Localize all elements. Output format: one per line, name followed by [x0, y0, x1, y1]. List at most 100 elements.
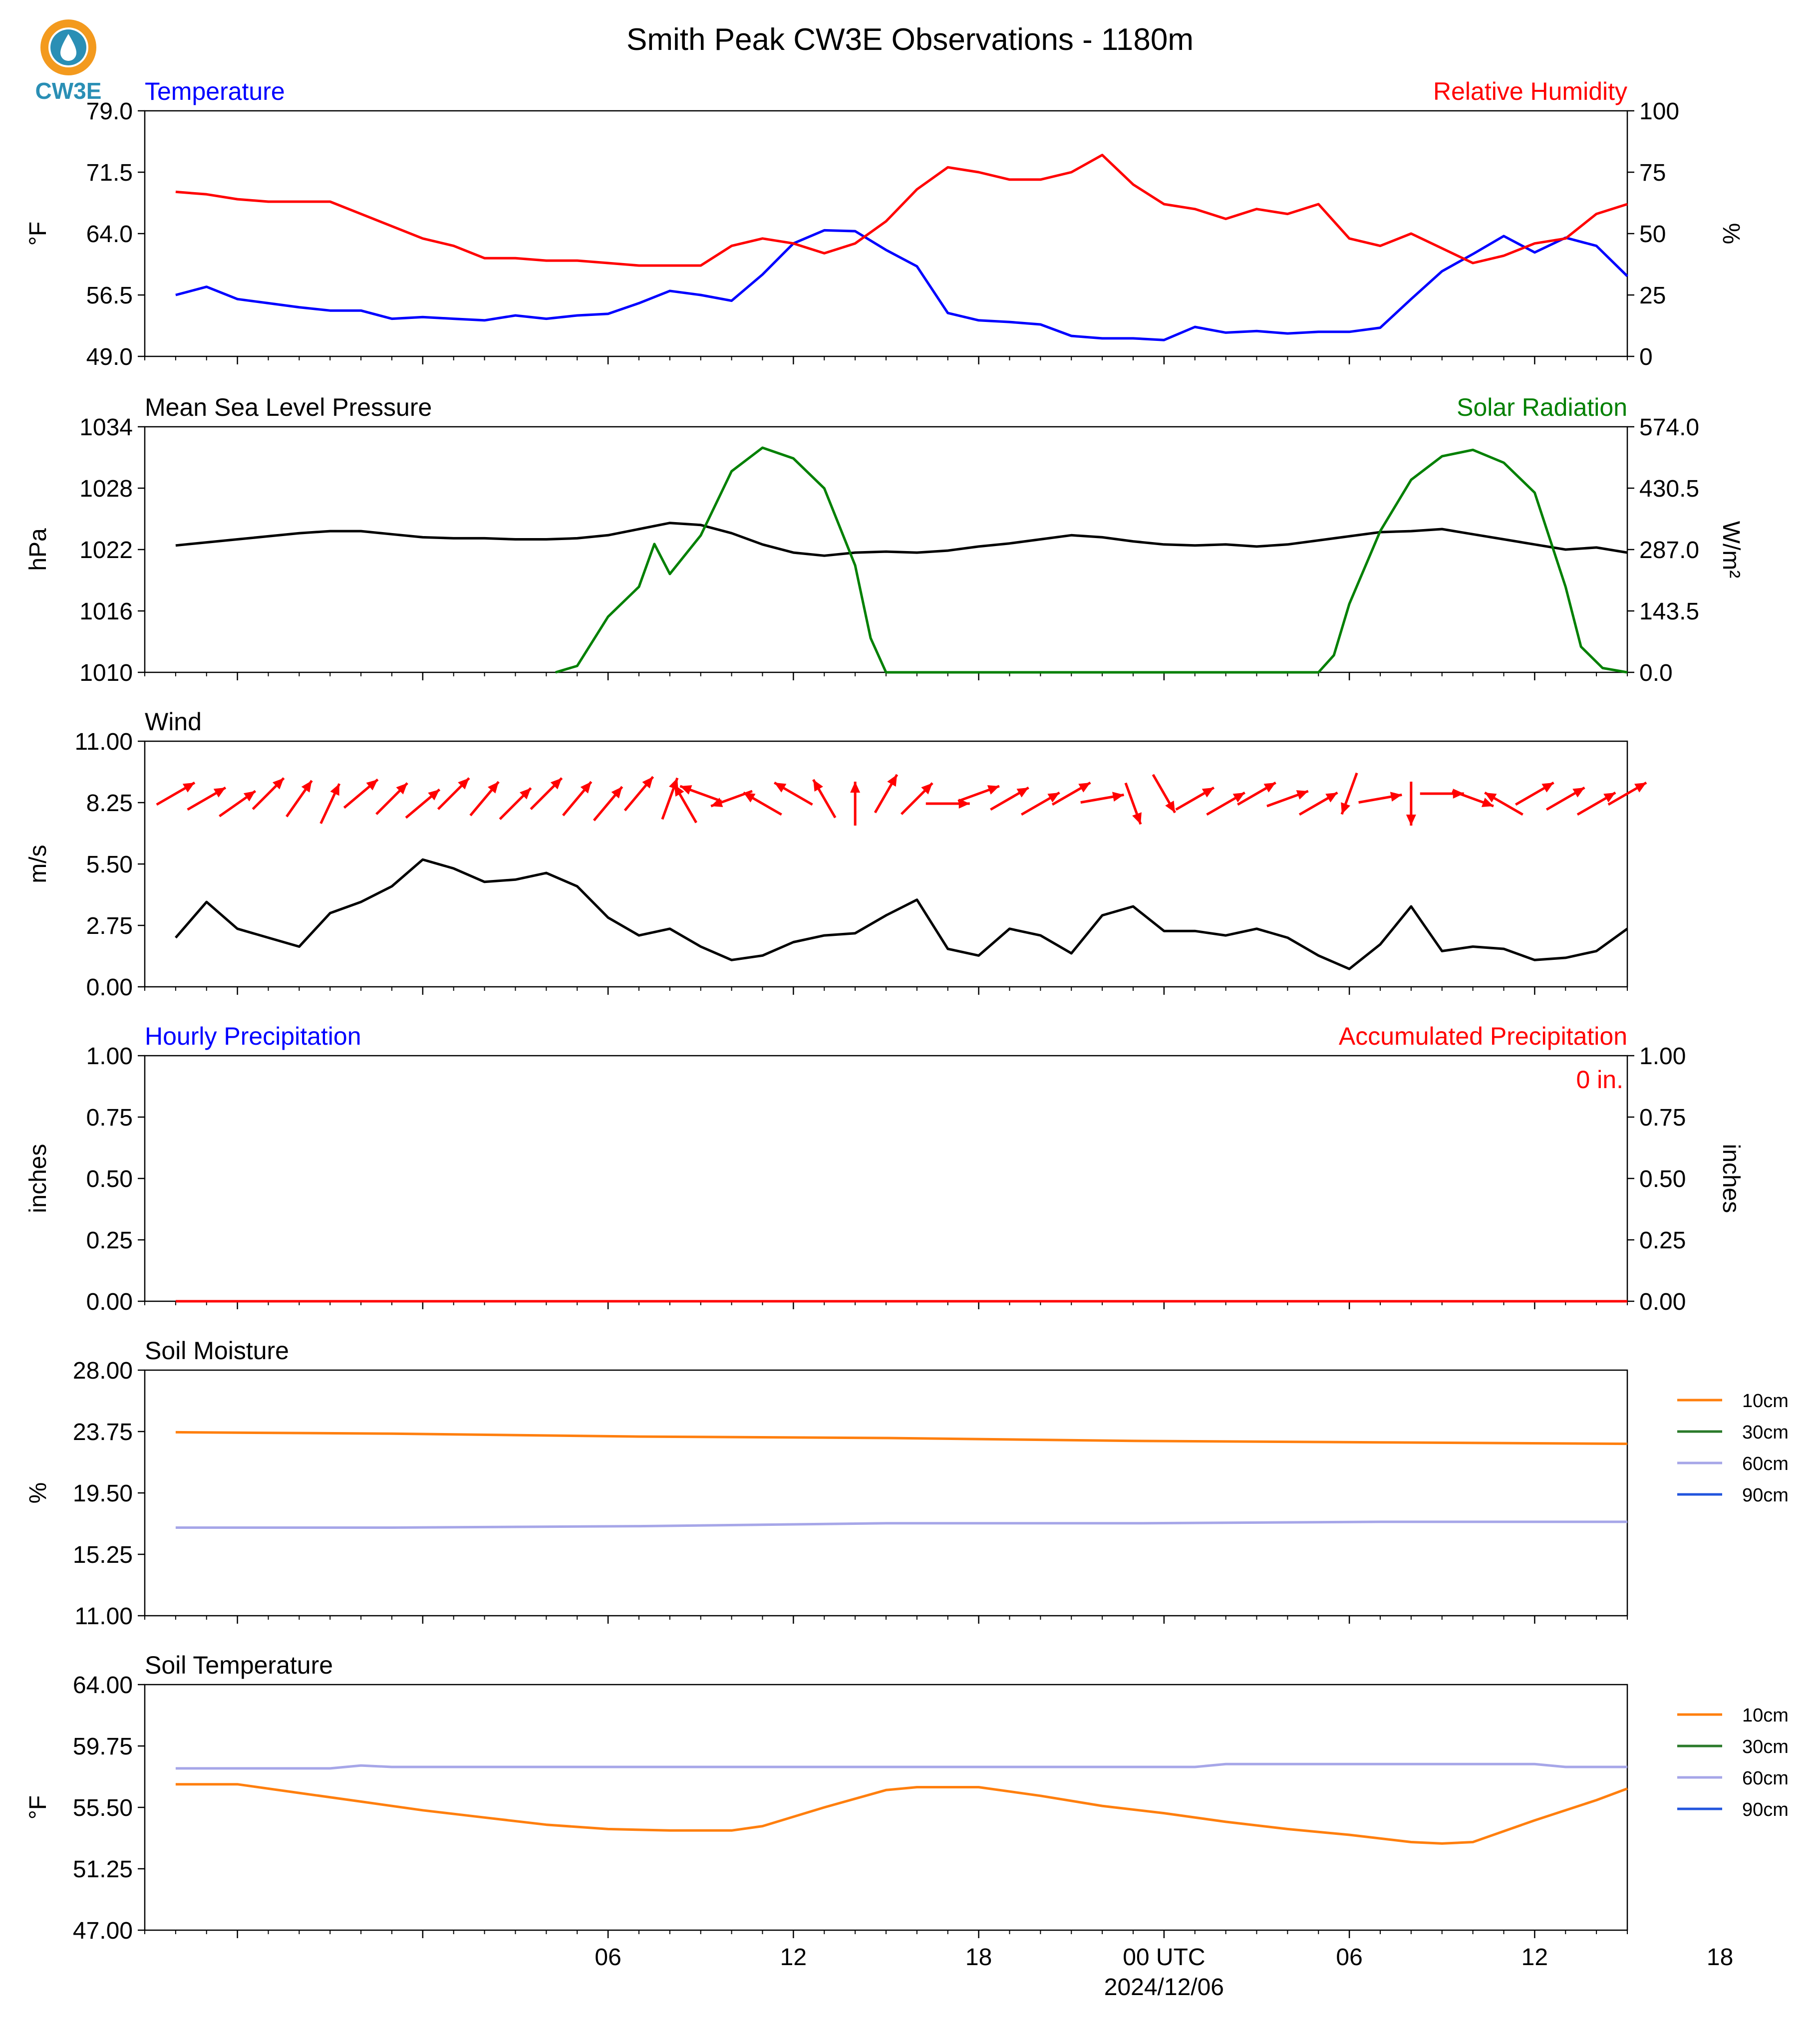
wind-arrow-head	[1016, 788, 1029, 798]
panel-title-left: Temperature	[145, 77, 285, 105]
wind-arrow	[1206, 791, 1245, 816]
wind-arrow-head	[550, 778, 562, 790]
y-tick-label-right: 50	[1639, 221, 1666, 248]
y-tick-label: 71.5	[86, 160, 133, 186]
wind-arrow-head	[1541, 783, 1554, 793]
panel-title-left: Soil Temperature	[145, 1651, 333, 1679]
wind-arrow-head	[921, 783, 932, 795]
panel-title-left: Hourly Precipitation	[145, 1022, 361, 1050]
y-tick-label-right: 0.75	[1639, 1105, 1686, 1131]
wind-arrow-head	[366, 779, 378, 791]
wind-arrow-head	[1485, 793, 1497, 803]
wind-arrow-head	[680, 785, 692, 795]
wind-arrow-head	[519, 788, 531, 800]
wind-arrow	[1175, 786, 1215, 811]
y-tick-label-right: 0.00	[1639, 1289, 1686, 1315]
wind-arrow-head	[1202, 788, 1214, 798]
wind-arrow	[1607, 781, 1647, 806]
wind-arrow-head	[774, 783, 787, 793]
legend: 10cm 30cm 60cm 90cm	[1677, 1705, 1789, 1820]
wind-arrow	[375, 782, 408, 815]
x-tick-label: 06	[595, 1944, 621, 1971]
wind-arrow	[1545, 786, 1585, 811]
wind-arrow-head	[1341, 802, 1350, 815]
legend-label: 90cm	[1742, 1799, 1789, 1820]
wind-arrow	[957, 785, 1000, 803]
wind-arrow-head	[213, 788, 226, 798]
y-tick-label-right: 430.5	[1639, 476, 1699, 502]
legend-label: 30cm	[1742, 1737, 1789, 1757]
y-axis-label: °F	[25, 1795, 51, 1820]
wind-arrow-head	[272, 778, 284, 790]
chart-panel-5: Soil Moisture 11.00 15.25 19.50 23.75 28.00% 1…	[25, 1337, 1789, 1630]
y-tick-label: 0.25	[86, 1227, 133, 1254]
y-tick-label-right: 1.00	[1639, 1043, 1686, 1070]
y-tick-label: 0.00	[86, 974, 133, 1001]
panel-title-left: Wind	[145, 708, 202, 736]
wind-arrow-head	[674, 784, 684, 797]
wind-arrow	[219, 790, 257, 818]
wind-arrow-head	[301, 780, 312, 793]
chart-panel-1: Temperature Relative Humidity 49.0 56.5 64.0…	[25, 77, 1744, 370]
wind-arrow	[874, 774, 899, 814]
cw3e-logo: CW3E	[35, 19, 102, 104]
x-tick-label: 18	[1707, 1944, 1733, 1971]
y-axis-label: m/s	[25, 845, 51, 883]
wind-arrow-head	[1634, 783, 1647, 793]
wind-arrow	[1152, 774, 1177, 814]
wind-arrow-head	[987, 785, 999, 795]
wind-arrow	[1266, 790, 1309, 808]
wind-arrow-head	[330, 784, 339, 796]
wind-arrow	[623, 776, 654, 812]
y-tick-label-right: 0.50	[1639, 1166, 1686, 1192]
chart-panel-6: Soil Temperature 47.00 51.25 55.50 59.75 64.0…	[25, 1651, 1789, 2001]
logo-drop-icon	[60, 34, 76, 61]
y-tick-label: 1034	[79, 414, 133, 441]
wind-arrow	[1406, 782, 1416, 826]
panel-title-left: Mean Sea Level Pressure	[145, 393, 432, 421]
wind-arrow-head	[1406, 815, 1416, 826]
wind-arrow	[1358, 792, 1402, 804]
logo-ring-icon	[40, 19, 96, 75]
wind-arrow	[1484, 791, 1523, 816]
wind-arrow-head	[813, 779, 823, 792]
wind-arrow-head	[1296, 790, 1308, 800]
y-tick-label: 49.0	[86, 344, 133, 370]
logo-text: CW3E	[35, 78, 102, 104]
y-tick-label: 56.5	[86, 283, 133, 309]
y-axis-label-right: inches	[1718, 1144, 1744, 1213]
wind-arrow	[1576, 791, 1616, 816]
chart-panel-4: Hourly Precipitation Accumulated Precipit…	[25, 1022, 1744, 1315]
wind-arrow	[1340, 772, 1358, 815]
wind-arrow-head	[642, 777, 653, 789]
wind-arrow-head	[182, 783, 195, 793]
wind-arrow	[156, 781, 196, 806]
y-tick-label: 0.75	[86, 1105, 133, 1131]
y-tick-label-right: 287.0	[1639, 537, 1699, 564]
wind-arrow	[812, 779, 837, 819]
series-line-2	[175, 1762, 1627, 1770]
y-tick-label: 11.00	[74, 1603, 133, 1630]
x-tick-date: 2024/12/06	[1104, 1974, 1224, 2001]
y-tick-label: 55.50	[73, 1795, 133, 1821]
y-axis-label: °F	[25, 222, 51, 246]
wind-arrow-head	[1603, 793, 1616, 803]
wind-arrow	[187, 786, 227, 811]
y-tick-label: 8.25	[86, 790, 133, 817]
wind-arrow-head	[1047, 793, 1060, 803]
wind-arrow-head	[743, 793, 756, 803]
wind-arrow-head	[1232, 793, 1245, 803]
wind-arrow-head	[243, 791, 256, 802]
chart-panel-3: Wind 0.00 2.75 5.50 8.25 11.00 m/s	[25, 708, 1647, 1001]
wind-arrow-head	[580, 782, 592, 794]
wind-arrow	[1452, 790, 1494, 808]
y-tick-label: 1016	[79, 598, 133, 625]
panel-title-right: Relative Humidity	[1433, 77, 1627, 105]
legend-label: 10cm	[1742, 1705, 1789, 1726]
y-tick-label-right: 25	[1639, 283, 1666, 309]
y-tick-label: 2.75	[86, 913, 133, 939]
y-tick-label: 59.75	[73, 1734, 133, 1760]
legend-label: 10cm	[1742, 1391, 1789, 1412]
y-tick-label: 15.25	[73, 1542, 133, 1568]
